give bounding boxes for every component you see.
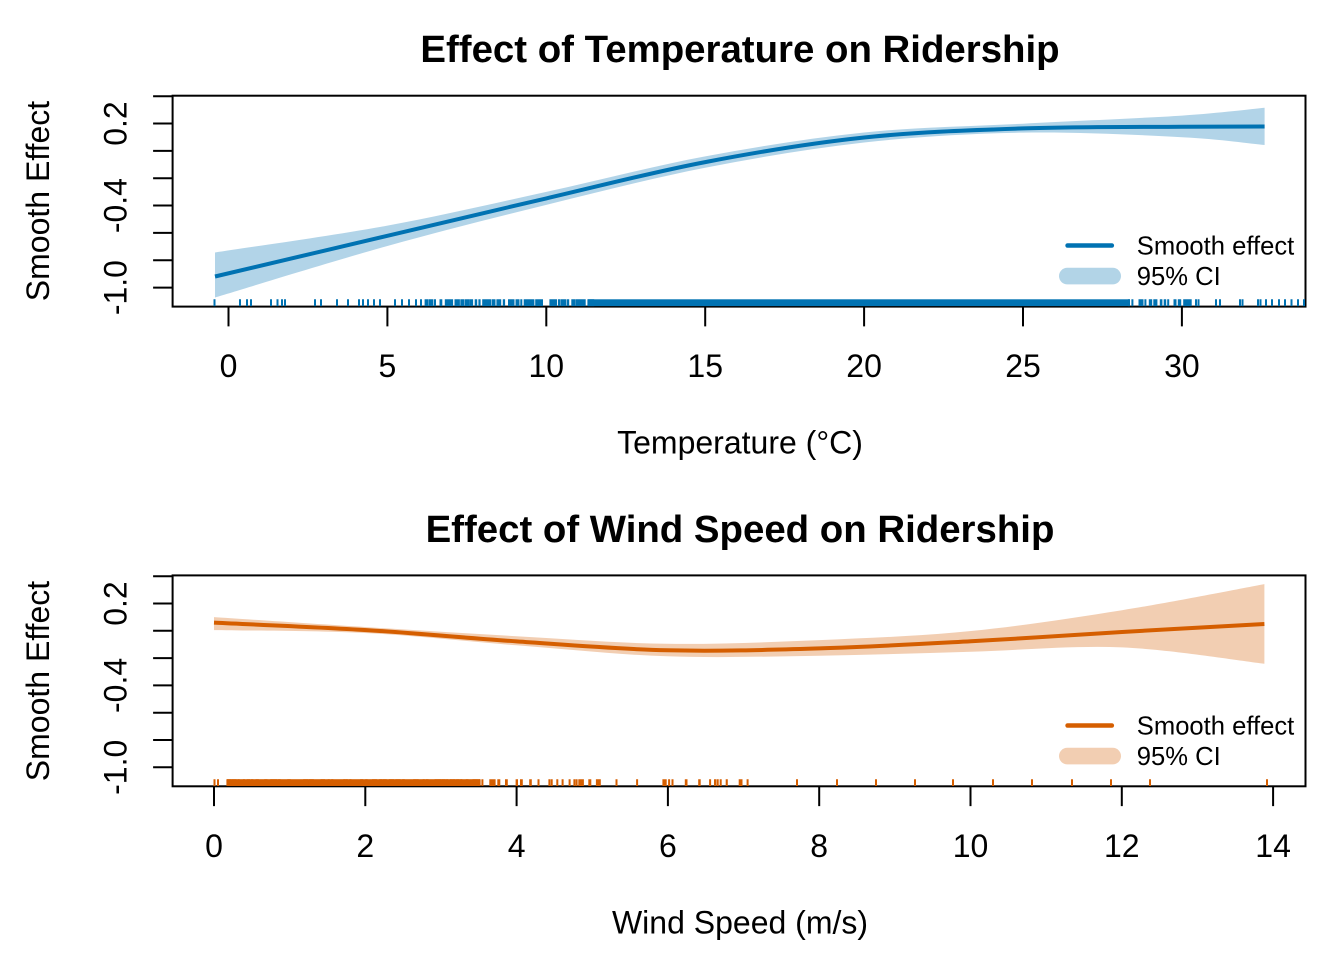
svg-text:4: 4	[508, 828, 526, 864]
svg-text:30: 30	[1164, 348, 1200, 384]
svg-text:Temperature (°C): Temperature (°C)	[617, 425, 863, 461]
svg-text:6: 6	[659, 828, 677, 864]
svg-text:0.2: 0.2	[97, 581, 133, 625]
svg-text:Smooth effect: Smooth effect	[1137, 713, 1294, 741]
svg-text:Smooth effect: Smooth effect	[1137, 233, 1294, 261]
svg-text:8: 8	[810, 828, 828, 864]
svg-text:Wind Speed (m/s): Wind Speed (m/s)	[612, 905, 868, 941]
svg-text:Effect of Temperature on Rider: Effect of Temperature on Ridership	[420, 28, 1059, 71]
svg-text:-0.4: -0.4	[97, 178, 133, 233]
svg-text:5: 5	[379, 348, 397, 384]
svg-text:12: 12	[1104, 828, 1140, 864]
svg-text:25: 25	[1005, 348, 1041, 384]
svg-text:0: 0	[205, 828, 223, 864]
svg-text:0.2: 0.2	[97, 101, 133, 145]
svg-text:20: 20	[846, 348, 882, 384]
svg-text:95% CI: 95% CI	[1137, 743, 1221, 771]
svg-text:14: 14	[1255, 828, 1291, 864]
svg-text:Smooth Effect: Smooth Effect	[20, 581, 56, 782]
svg-text:95% CI: 95% CI	[1137, 263, 1221, 291]
svg-text:-1.0: -1.0	[97, 740, 133, 795]
svg-text:Effect of Wind Speed on Riders: Effect of Wind Speed on Ridership	[426, 508, 1055, 551]
svg-text:-0.4: -0.4	[97, 658, 133, 713]
svg-text:10: 10	[953, 828, 989, 864]
svg-text:15: 15	[687, 348, 723, 384]
svg-text:10: 10	[529, 348, 565, 384]
svg-text:Smooth Effect: Smooth Effect	[20, 101, 56, 302]
svg-text:-1.0: -1.0	[97, 260, 133, 315]
svg-text:0: 0	[220, 348, 238, 384]
svg-text:2: 2	[356, 828, 374, 864]
